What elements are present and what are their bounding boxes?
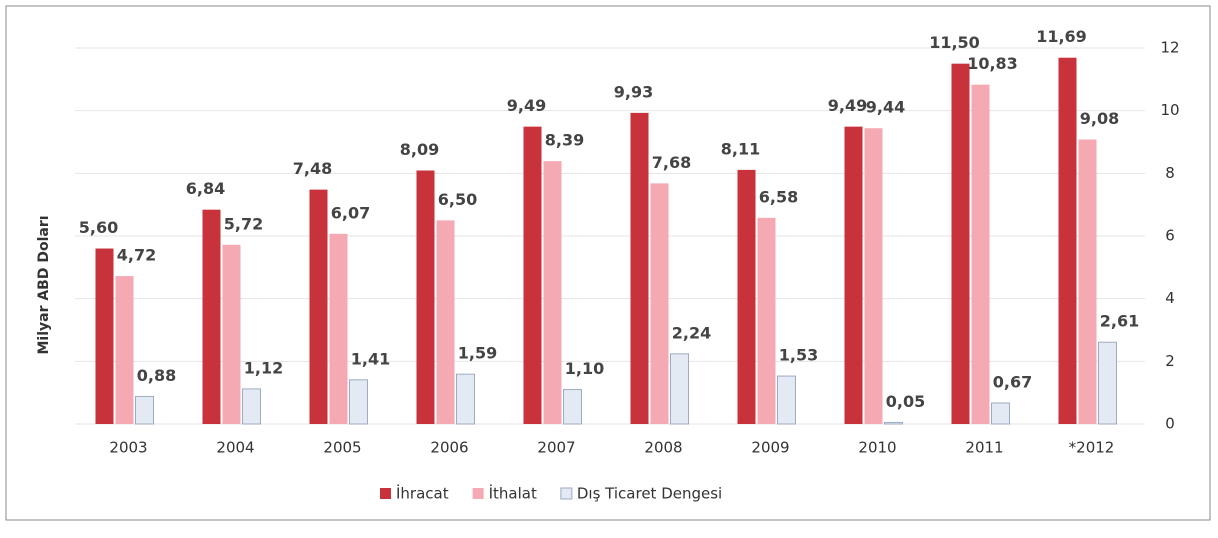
- x-tick-label: 2004: [216, 439, 254, 457]
- value-label: 2,61: [1100, 312, 1139, 331]
- legend-swatch: [472, 488, 484, 499]
- value-label: 0,88: [137, 366, 176, 385]
- bar: [456, 373, 475, 425]
- x-tick-label: 2010: [858, 439, 896, 457]
- bar: [650, 183, 669, 424]
- bar: [630, 112, 649, 425]
- bar: [309, 189, 328, 424]
- bar: [329, 233, 348, 424]
- value-label: 5,72: [224, 214, 263, 233]
- x-tick-label: 2003: [109, 439, 147, 457]
- bar: [436, 220, 455, 424]
- x-tick-label: 2005: [323, 439, 361, 457]
- bar: [884, 421, 903, 425]
- x-tick-label: *2012: [1069, 439, 1115, 457]
- bar: [864, 128, 883, 425]
- bar: [757, 217, 776, 424]
- y-tick-label: 8: [1165, 164, 1175, 182]
- value-label: 9,49: [828, 96, 867, 115]
- x-tick-label: 2006: [430, 439, 468, 457]
- bar: [971, 84, 990, 424]
- bar: [349, 379, 368, 425]
- value-label: 10,83: [967, 54, 1018, 73]
- value-label: 8,09: [400, 140, 439, 159]
- bar: [95, 248, 114, 424]
- value-label: 1,12: [244, 358, 283, 377]
- value-label: 6,84: [186, 179, 225, 198]
- value-label: 9,44: [866, 98, 905, 117]
- chart-frame: [5, 5, 1211, 521]
- value-label: 1,41: [351, 349, 390, 368]
- bar: [737, 169, 756, 424]
- bar: [844, 126, 863, 424]
- value-label: 6,07: [331, 203, 370, 222]
- legend-label: Dış Ticaret Dengesi: [577, 485, 722, 503]
- y-tick-label: 10: [1160, 101, 1179, 119]
- bar: [416, 170, 435, 424]
- value-label: 8,11: [721, 139, 760, 158]
- x-tick-label: 2008: [644, 439, 682, 457]
- value-label: 9,49: [507, 96, 546, 115]
- bar: [991, 402, 1010, 425]
- bar: [135, 395, 154, 425]
- value-label: 7,48: [293, 159, 332, 178]
- x-tick-label: 2007: [537, 439, 575, 457]
- x-tick-label: 2009: [751, 439, 789, 457]
- y-tick-label: 4: [1165, 289, 1175, 307]
- value-label: 0,05: [886, 392, 925, 411]
- value-label: 0,67: [993, 373, 1032, 392]
- x-tick-label: 2011: [965, 439, 1003, 457]
- value-label: 4,72: [117, 246, 156, 265]
- value-label: 11,50: [929, 33, 980, 52]
- y-tick-label: 12: [1160, 39, 1179, 57]
- bar: [523, 126, 542, 424]
- value-label: 6,50: [438, 190, 477, 209]
- legend-swatch: [560, 487, 573, 500]
- y-tick-label: 6: [1165, 227, 1175, 245]
- value-label: 1,59: [458, 344, 497, 363]
- bar: [202, 209, 221, 424]
- value-label: 11,69: [1036, 27, 1087, 46]
- bar: [115, 276, 134, 424]
- value-label: 9,08: [1080, 109, 1119, 128]
- legend-label: İhracat: [396, 484, 449, 503]
- value-label: 5,60: [79, 218, 118, 237]
- value-label: 1,10: [565, 359, 604, 378]
- bar: [222, 244, 241, 424]
- y-axis-label: Milyar ABD Doları: [36, 215, 52, 354]
- value-label: 9,93: [614, 82, 653, 101]
- bar: [242, 388, 261, 425]
- bar: [670, 353, 689, 425]
- y-tick-label: 0: [1165, 415, 1175, 433]
- bar: [543, 161, 562, 424]
- bar: [777, 375, 796, 425]
- bar: [1058, 57, 1077, 425]
- bar: [563, 389, 582, 425]
- value-label: 7,68: [652, 153, 691, 172]
- bar: [951, 63, 970, 425]
- legend-label: İthalat: [489, 484, 537, 503]
- legend-swatch: [380, 488, 391, 499]
- bar: [1098, 341, 1117, 425]
- bar: [1078, 139, 1097, 424]
- y-tick-label: 2: [1165, 352, 1175, 370]
- value-label: 1,53: [779, 346, 818, 365]
- value-label: 6,58: [759, 187, 798, 206]
- value-label: 8,39: [545, 131, 584, 150]
- value-label: 2,24: [672, 323, 711, 342]
